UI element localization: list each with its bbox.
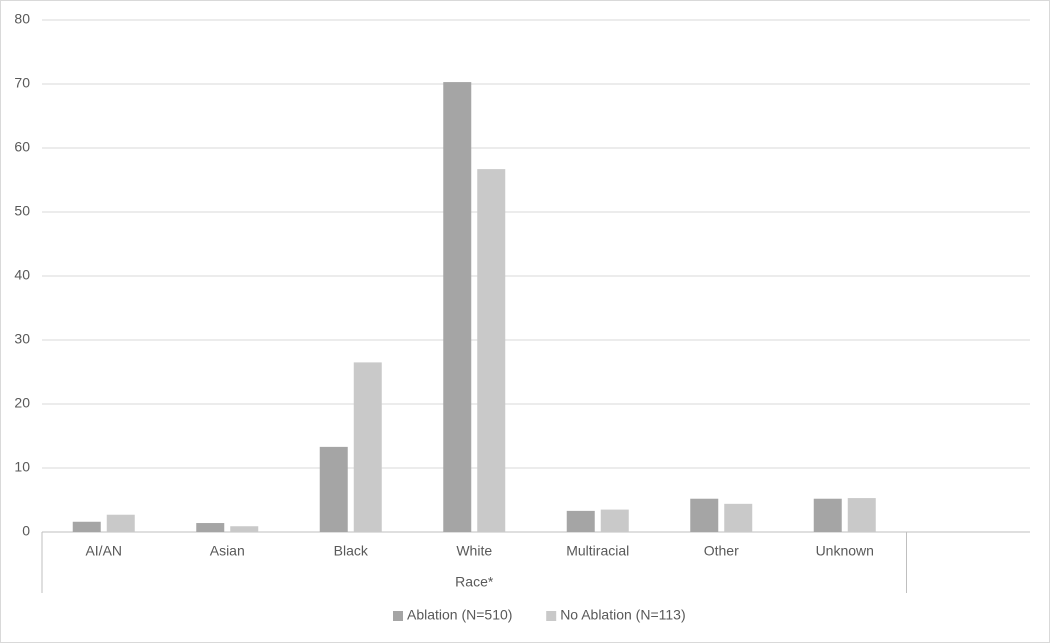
- bar: [600, 509, 629, 532]
- bar: [196, 523, 225, 532]
- bar: [813, 498, 842, 532]
- x-tick-label: Other: [704, 543, 739, 559]
- x-tick-label: Asian: [210, 543, 245, 559]
- y-tick-label: 70: [14, 75, 30, 91]
- legend-label: No Ablation (N=113): [560, 607, 685, 623]
- x-tick-label: White: [456, 543, 492, 559]
- bar: [72, 521, 101, 532]
- x-tick-label: AI/AN: [85, 543, 122, 559]
- bar: [847, 498, 876, 532]
- bar: [319, 446, 348, 532]
- y-tick-label: 60: [14, 139, 30, 155]
- legend-label: Ablation (N=510): [407, 607, 512, 623]
- bar: [477, 169, 506, 532]
- y-tick-label: 20: [14, 395, 30, 411]
- y-tick-label: 50: [14, 203, 30, 219]
- y-tick-label: 40: [14, 267, 30, 283]
- x-axis-label: Race*: [455, 574, 494, 590]
- x-tick-label: Unknown: [816, 543, 874, 559]
- x-tick-label: Black: [334, 543, 369, 559]
- bar: [724, 503, 753, 532]
- y-tick-label: 10: [14, 459, 30, 475]
- x-tick-label: Multiracial: [566, 543, 629, 559]
- bar: [353, 362, 382, 532]
- legend-swatch: [393, 611, 403, 621]
- y-tick-label: 80: [14, 11, 30, 27]
- bar: [106, 514, 135, 532]
- y-tick-label: 30: [14, 331, 30, 347]
- y-tick-label: 0: [22, 523, 30, 539]
- bar: [566, 510, 595, 532]
- legend-swatch: [546, 611, 557, 621]
- bar: [230, 526, 259, 532]
- bar: [443, 82, 472, 532]
- bar: [690, 498, 719, 532]
